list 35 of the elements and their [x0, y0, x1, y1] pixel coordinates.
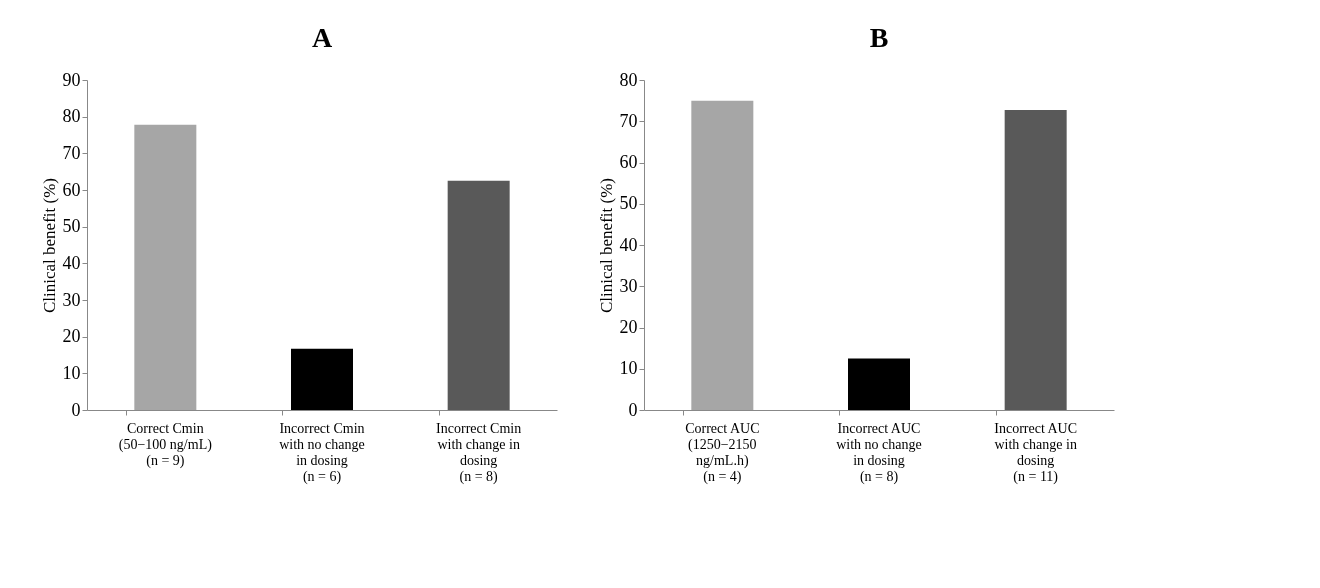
x-tick-label: Correct AUC (1250−2150 ng/mL.h) (n = 4) — [685, 420, 760, 485]
bar — [1004, 110, 1067, 410]
x-tick-label: Incorrect AUC with no change in dosing (n = 8) — [836, 420, 922, 485]
chart-title: A — [311, 22, 333, 53]
y-tick-label: 70 — [62, 142, 81, 163]
y-tick-label: 60 — [619, 152, 638, 172]
x-tick-label: Incorrect Cmin with no change in dosing (n = 6) — [279, 420, 365, 485]
y-tick-label: 90 — [62, 69, 81, 90]
y-axis-title: Clinical benefit (%) — [596, 177, 616, 314]
y-axis-title: Clinical benefit (%) — [39, 177, 59, 314]
y-tick-label: 50 — [619, 193, 638, 214]
y-tick-label: 10 — [62, 362, 81, 383]
bar — [848, 358, 910, 410]
y-tick-label: 80 — [619, 69, 638, 90]
y-tick-label: 10 — [619, 358, 638, 379]
y-tick-label: 50 — [62, 216, 81, 237]
y-tick-label: 30 — [619, 275, 638, 296]
x-tick-label: Incorrect AUC with change in dosing (n = 11) — [994, 420, 1078, 485]
y-tick-label: 40 — [619, 234, 638, 255]
y-tick-label: 20 — [62, 326, 81, 347]
bar — [134, 124, 197, 410]
y-tick-label: 0 — [628, 399, 638, 420]
bar — [447, 180, 510, 410]
x-tick-label: Correct Cmin (50−100 ng/mL) (n = 9) — [118, 420, 213, 469]
y-tick-label: 30 — [62, 289, 81, 310]
y-tick-label: 70 — [619, 110, 638, 131]
y-tick-label: 0 — [71, 399, 81, 420]
y-tick-label: 80 — [62, 106, 81, 127]
y-tick-label: 20 — [619, 317, 638, 337]
bar — [691, 100, 754, 410]
chart-title: B — [869, 22, 889, 53]
x-tick-label: Incorrect Cmin with change in dosing (n = 8) — [436, 420, 522, 485]
y-tick-label: 40 — [62, 252, 81, 273]
bar — [291, 348, 353, 410]
y-tick-label: 60 — [62, 179, 81, 200]
